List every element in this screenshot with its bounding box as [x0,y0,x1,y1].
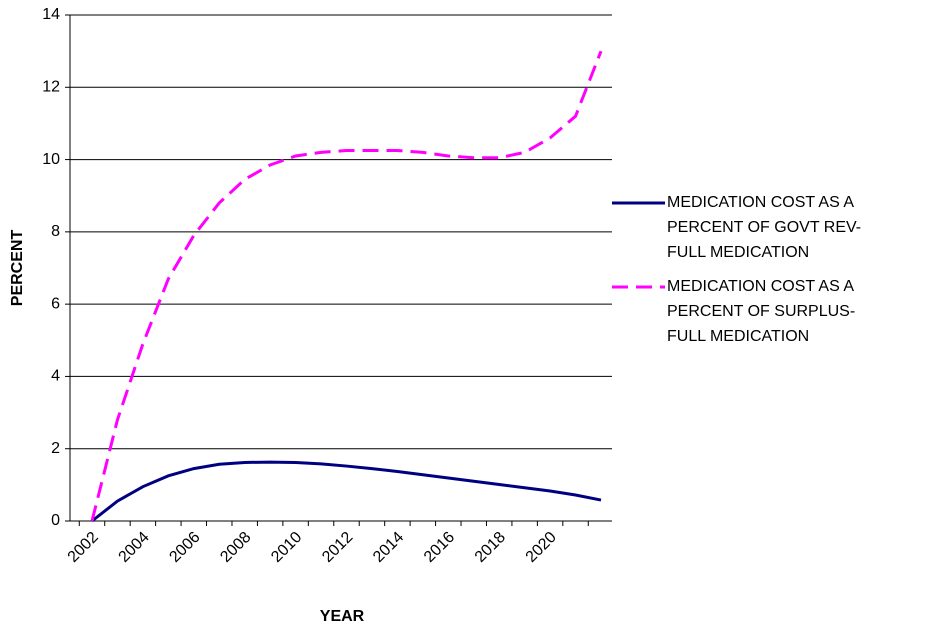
data-line [90,50,603,522]
y-tick-label: 2 [51,440,60,457]
x-tick-label: 2002 [65,529,102,566]
y-tick-label: 10 [42,151,60,168]
legend-label: MEDICATION COST AS A PERCENT OF SURPLUS-… [667,278,858,345]
x-tick-label: 2008 [217,529,254,566]
x-tick-label: 2020 [523,529,560,566]
x-tick-label: 2006 [166,529,203,566]
y-tick-label: 0 [51,512,60,529]
legend-label: MEDICATION COST AS A PERCENT OF GOVT REV… [667,194,861,261]
x-axis-label: YEAR [320,608,365,625]
y-axis-label: PERCENT [9,230,26,307]
y-tick-label: 14 [42,6,60,23]
y-tick-label: 8 [51,223,60,240]
y-tick-label: 6 [51,295,60,312]
y-tick-label: 4 [51,368,60,385]
x-tick-label: 2014 [370,529,407,566]
x-tick-label: 2018 [472,529,509,566]
x-tick-label: 2016 [421,529,458,566]
x-tick-label: 2012 [319,529,356,566]
data-line [91,460,602,523]
x-tick-label: 2004 [116,529,153,566]
y-tick-label: 12 [42,79,60,96]
x-tick-label: 2010 [268,529,305,566]
